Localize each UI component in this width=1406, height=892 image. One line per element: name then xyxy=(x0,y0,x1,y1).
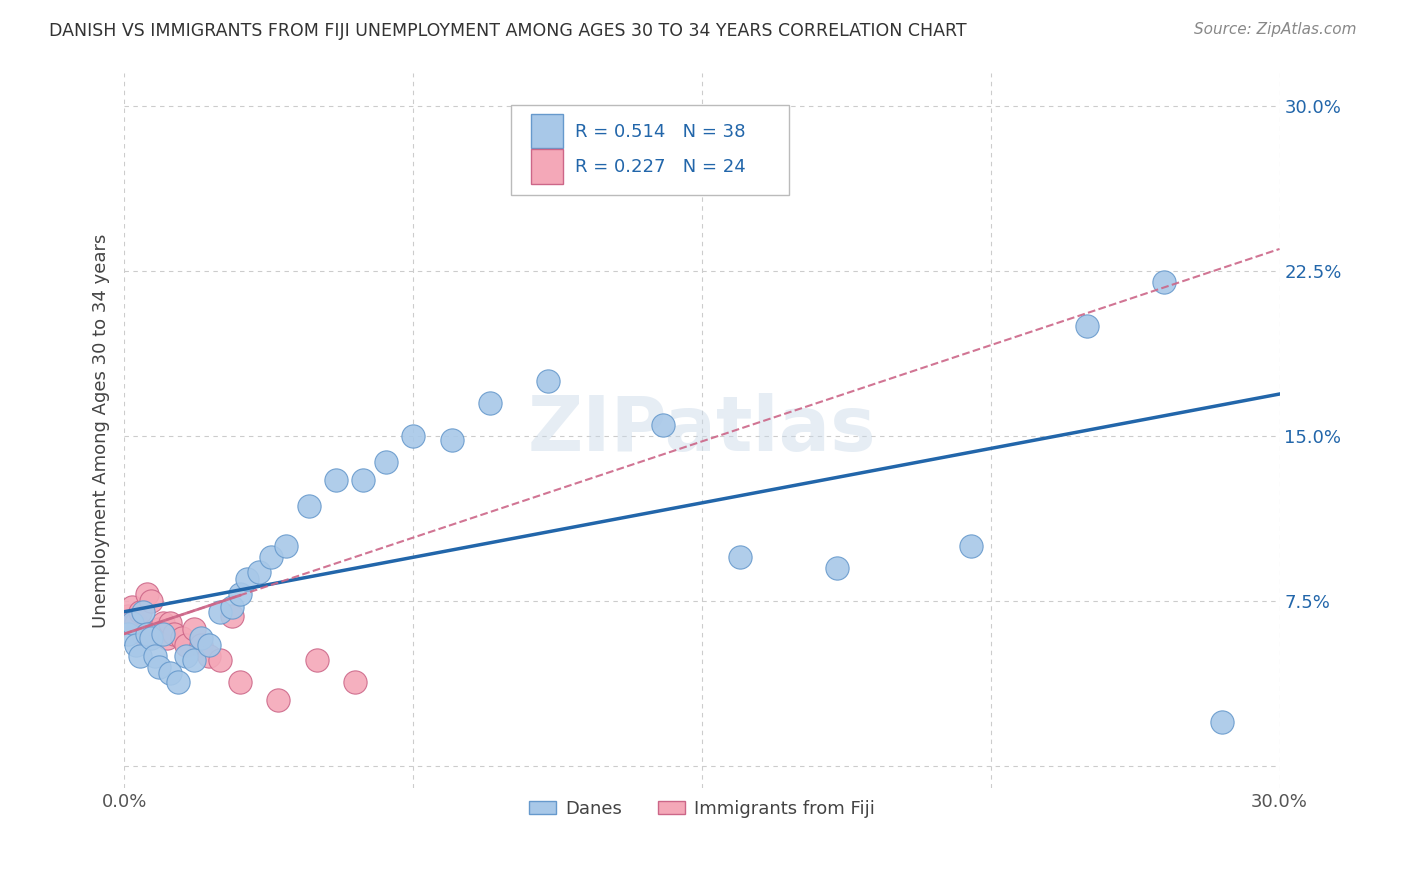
Point xyxy=(148,623,170,637)
Point xyxy=(143,627,166,641)
Text: R = 0.227   N = 24: R = 0.227 N = 24 xyxy=(575,159,745,177)
Point xyxy=(440,434,463,448)
Point xyxy=(730,549,752,564)
Point xyxy=(141,632,163,646)
Legend: Danes, Immigrants from Fiji: Danes, Immigrants from Fiji xyxy=(522,793,882,825)
Point xyxy=(375,455,398,469)
Point xyxy=(267,693,290,707)
Point xyxy=(1211,714,1233,729)
Point xyxy=(209,605,232,619)
Point xyxy=(132,627,155,641)
Text: DANISH VS IMMIGRANTS FROM FIJI UNEMPLOYMENT AMONG AGES 30 TO 34 YEARS CORRELATIO: DANISH VS IMMIGRANTS FROM FIJI UNEMPLOYM… xyxy=(49,22,967,40)
Point xyxy=(305,653,328,667)
Point xyxy=(190,638,212,652)
Point xyxy=(152,615,174,630)
Point xyxy=(247,566,270,580)
Point xyxy=(537,374,560,388)
FancyBboxPatch shape xyxy=(531,150,564,184)
Point xyxy=(259,549,281,564)
Point xyxy=(274,539,297,553)
Point xyxy=(132,605,155,619)
Point xyxy=(236,572,259,586)
Point xyxy=(128,648,150,663)
Point xyxy=(479,396,502,410)
Point xyxy=(190,632,212,646)
FancyBboxPatch shape xyxy=(512,105,789,194)
Point xyxy=(298,500,321,514)
Text: R = 0.514   N = 38: R = 0.514 N = 38 xyxy=(575,122,745,141)
Point xyxy=(125,615,148,630)
Text: Source: ZipAtlas.com: Source: ZipAtlas.com xyxy=(1194,22,1357,37)
Point xyxy=(183,653,205,667)
Point xyxy=(960,539,983,553)
Y-axis label: Unemployment Among Ages 30 to 34 years: Unemployment Among Ages 30 to 34 years xyxy=(93,233,110,628)
Point xyxy=(209,653,232,667)
Point xyxy=(198,638,221,652)
Point xyxy=(155,632,177,646)
Point xyxy=(229,675,252,690)
Point xyxy=(121,600,143,615)
Point xyxy=(117,609,139,624)
FancyBboxPatch shape xyxy=(531,113,564,148)
Point xyxy=(198,648,221,663)
Point xyxy=(652,417,675,432)
Point xyxy=(229,587,252,601)
Point xyxy=(1076,318,1098,333)
Point xyxy=(221,609,243,624)
Point xyxy=(117,627,139,641)
Point xyxy=(128,605,150,619)
Point xyxy=(183,623,205,637)
Point xyxy=(159,615,181,630)
Point xyxy=(152,627,174,641)
Point xyxy=(148,660,170,674)
Point xyxy=(121,615,143,630)
Point xyxy=(125,638,148,652)
Point xyxy=(143,648,166,663)
Point xyxy=(163,627,186,641)
Point xyxy=(159,666,181,681)
Point xyxy=(825,561,848,575)
Point xyxy=(136,587,159,601)
Point xyxy=(352,473,374,487)
Text: ZIPatlas: ZIPatlas xyxy=(527,393,876,467)
Point xyxy=(325,473,347,487)
Point xyxy=(141,594,163,608)
Point xyxy=(1153,275,1175,289)
Point xyxy=(174,648,197,663)
Point xyxy=(167,675,190,690)
Point xyxy=(402,429,425,443)
Point xyxy=(170,632,193,646)
Point xyxy=(174,638,197,652)
Point xyxy=(221,600,243,615)
Point xyxy=(136,627,159,641)
Point xyxy=(344,675,367,690)
